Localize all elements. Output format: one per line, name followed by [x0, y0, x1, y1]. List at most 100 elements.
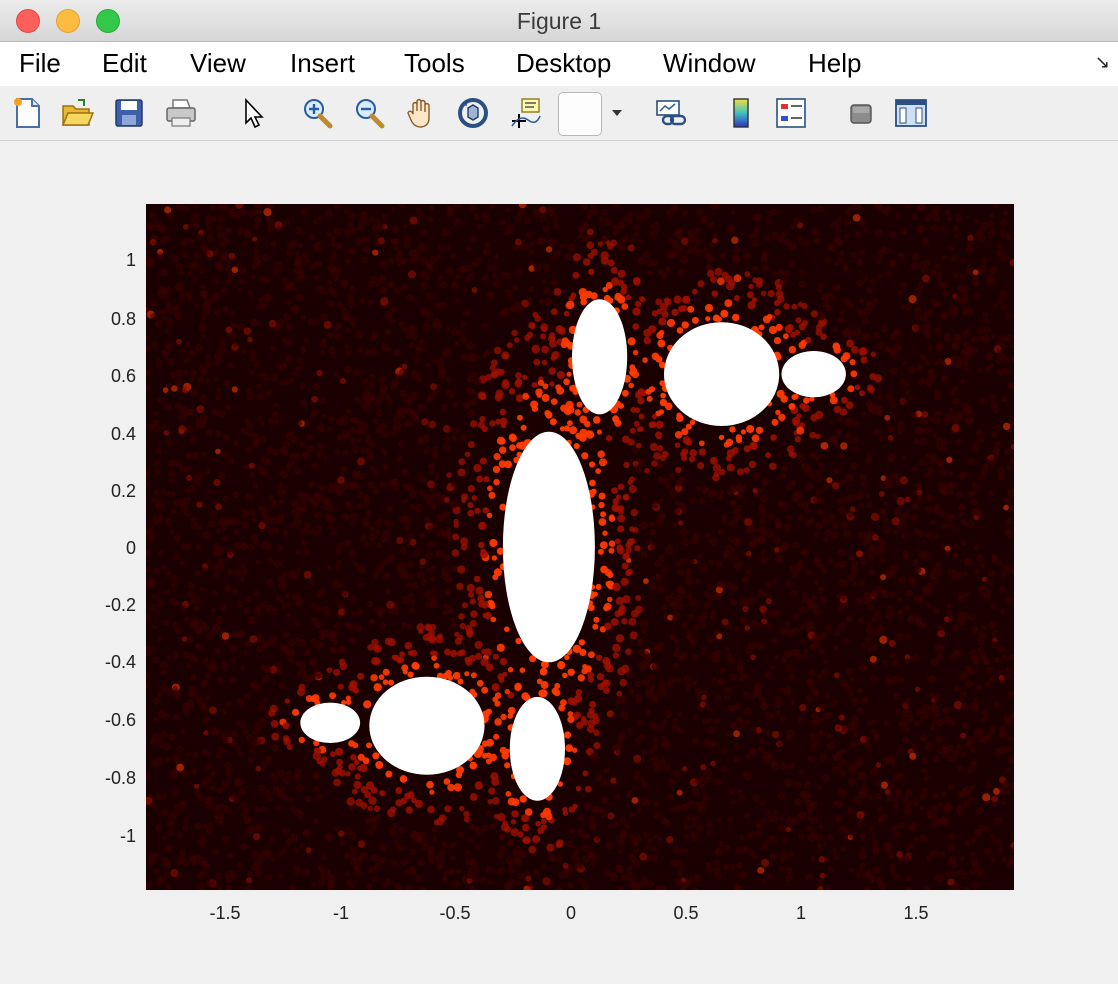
scatter-point	[915, 482, 923, 490]
scatter-point	[938, 460, 944, 466]
scatter-point	[290, 805, 298, 813]
scatter-point	[655, 420, 664, 429]
scatter-point	[691, 815, 699, 823]
close-window-button[interactable]	[16, 9, 40, 33]
zoom-in-icon[interactable]	[300, 96, 334, 130]
maximize-window-button[interactable]	[96, 9, 120, 33]
menu-file[interactable]: File	[19, 48, 61, 78]
menu-desktop[interactable]: Desktop	[516, 48, 612, 78]
scatter-point	[587, 604, 595, 612]
scatter-point	[334, 267, 342, 275]
scatter-point	[235, 745, 242, 751]
scatter-point	[975, 554, 984, 562]
scatter-point	[812, 689, 820, 697]
menu-window[interactable]: Window	[663, 48, 756, 78]
scatter-point	[820, 632, 827, 639]
scatter-point	[378, 607, 386, 616]
scatter-point	[910, 578, 917, 586]
menu-view[interactable]: View	[190, 48, 246, 78]
scatter-point	[931, 576, 939, 584]
scatter-point	[362, 757, 370, 765]
scatter-point	[281, 276, 289, 284]
scatter-point	[206, 225, 213, 232]
scatter-point	[242, 649, 249, 655]
scatter-point	[575, 689, 582, 696]
menu-insert[interactable]: Insert	[290, 48, 356, 78]
zoom-out-icon[interactable]	[352, 96, 386, 130]
scatter-point	[316, 794, 322, 800]
dock-arrow-icon[interactable]: ↘	[1094, 52, 1110, 72]
data-cursor-icon[interactable]	[508, 96, 542, 130]
scatter-point	[347, 549, 356, 557]
scatter-point	[285, 322, 293, 330]
scatter-point	[653, 800, 660, 808]
scatter-point	[938, 468, 948, 477]
scatter-point	[993, 787, 1000, 795]
scatter-point	[190, 521, 199, 530]
scatter-point	[407, 270, 416, 279]
scatter-point	[381, 463, 389, 471]
menu-edit[interactable]: Edit	[102, 48, 147, 78]
scatter-point	[176, 832, 184, 839]
scatter-point	[992, 266, 998, 272]
scatter-point	[707, 583, 715, 591]
scatter-point	[247, 757, 254, 764]
scatter-point	[670, 204, 680, 213]
scatter-point	[515, 372, 522, 379]
scatter-point	[649, 224, 655, 230]
scatter-point	[376, 394, 384, 403]
hide-plot-tools-icon[interactable]	[844, 96, 878, 130]
scatter-point	[743, 445, 751, 453]
scatter-point	[339, 644, 346, 651]
new-figure-icon[interactable]	[10, 96, 44, 130]
show-plot-tools-icon[interactable]	[894, 96, 928, 130]
scatter-point	[244, 816, 253, 825]
brush-button-frame[interactable]	[558, 92, 602, 136]
scatter-point	[223, 237, 229, 244]
rotate-3d-icon[interactable]	[456, 96, 490, 130]
scatter-point	[337, 301, 344, 309]
scatter-point	[578, 815, 585, 822]
open-file-icon[interactable]	[60, 96, 94, 130]
scatter-point	[334, 242, 343, 250]
scatter-point	[540, 812, 547, 819]
menu-help[interactable]: Help	[808, 48, 862, 78]
legend-icon[interactable]	[774, 96, 808, 130]
scatter-point	[367, 452, 375, 461]
scatter-point	[957, 790, 964, 798]
scatter-point	[651, 414, 658, 420]
menu-tools[interactable]: Tools	[404, 48, 465, 78]
scatter-point	[774, 547, 780, 553]
save-icon[interactable]	[112, 96, 146, 130]
scatter-point	[676, 586, 685, 595]
scatter-point	[979, 264, 988, 273]
scatter-point	[598, 501, 605, 509]
scatter-point	[789, 223, 796, 230]
plot-area[interactable]	[146, 204, 1014, 890]
scatter-point	[190, 388, 199, 397]
scatter-point	[847, 495, 855, 502]
brush-dropdown-icon[interactable]	[611, 108, 623, 118]
scatter-point	[662, 450, 669, 458]
minimize-window-button[interactable]	[56, 9, 80, 33]
scatter-point	[728, 788, 735, 795]
pan-hand-icon[interactable]	[404, 96, 438, 130]
scatter-point	[632, 307, 641, 316]
scatter-point	[965, 416, 973, 425]
scatter-point	[431, 655, 437, 661]
scatter-point	[179, 559, 185, 566]
scatter-point	[496, 547, 505, 555]
scatter-point	[769, 664, 776, 670]
scatter-point	[956, 437, 962, 444]
scatter-point	[510, 828, 519, 837]
link-plot-icon[interactable]	[654, 96, 688, 130]
scatter-point	[224, 403, 232, 411]
scatter-point	[406, 294, 415, 303]
scatter-point	[827, 557, 834, 564]
colorbar-icon[interactable]	[724, 96, 758, 130]
scatter-point	[196, 405, 205, 414]
scatter-point	[658, 758, 666, 766]
scatter-point	[821, 516, 830, 525]
pointer-icon[interactable]	[236, 96, 270, 130]
print-icon[interactable]	[164, 96, 198, 130]
